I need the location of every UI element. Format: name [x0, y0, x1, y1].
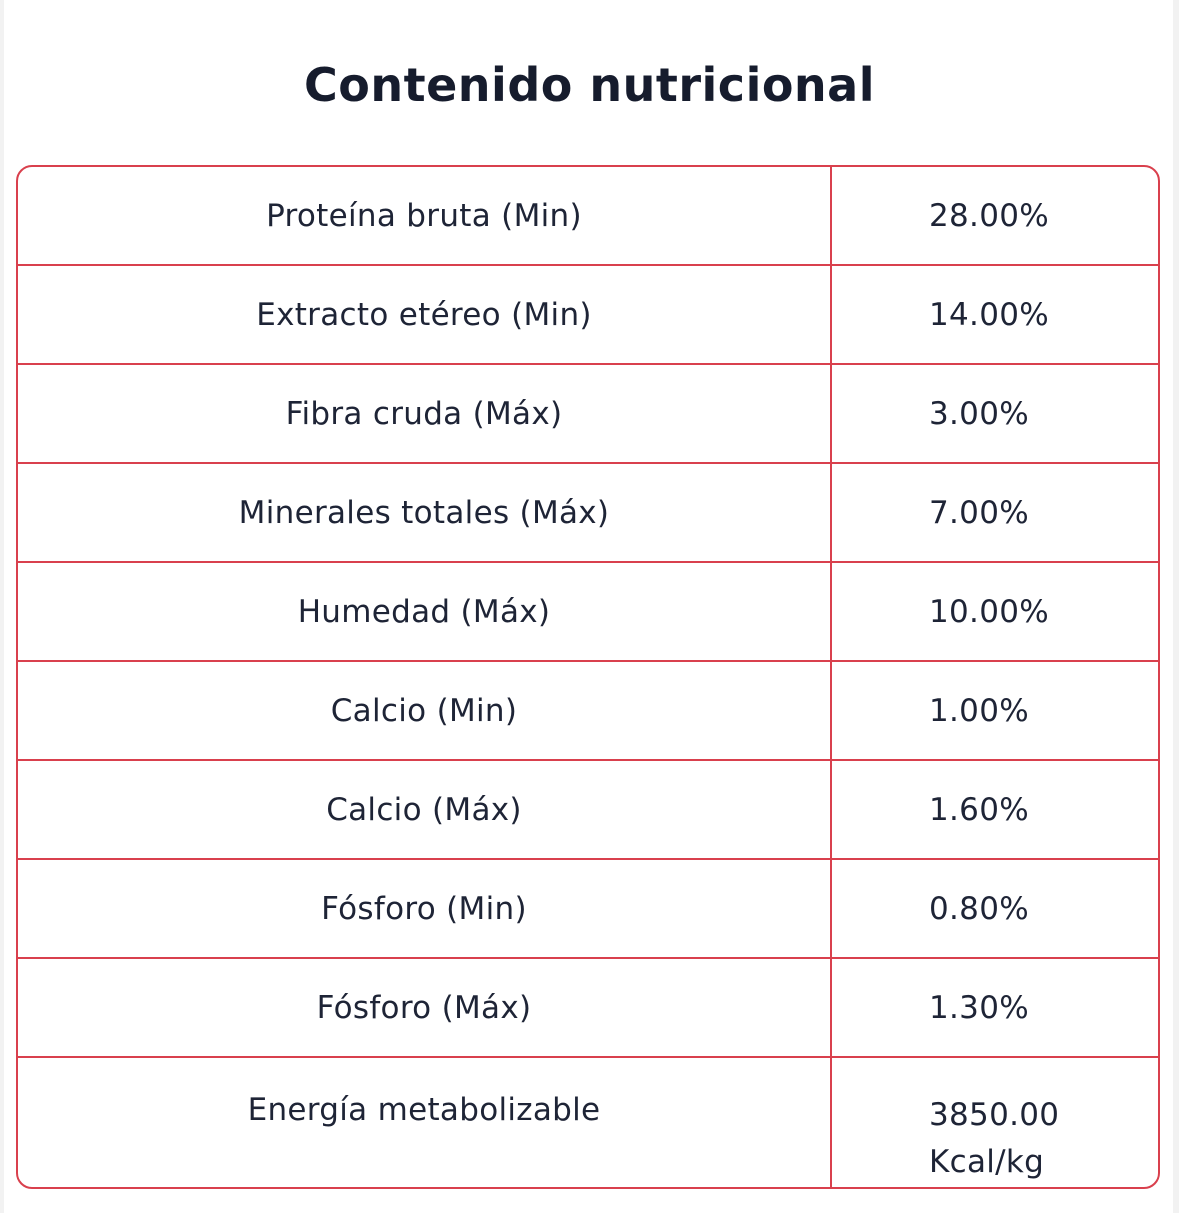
table-row: Energía metabolizable 3850.00 Kcal/kg [18, 1058, 1158, 1187]
nutrient-value: 0.80% [929, 890, 1029, 927]
nutrient-value: 7.00% [929, 494, 1029, 531]
right-edge-strip [1173, 0, 1179, 1213]
nutrient-value: 3850.00 Kcal/kg [832, 1058, 1158, 1187]
table-row: Proteína bruta (Min) 28.00% [18, 167, 1158, 266]
energy-value-number: 3850.00 [929, 1097, 1060, 1133]
table-row: Minerales totales (Máx) 7.00% [18, 464, 1158, 563]
table-row: Fósforo (Min) 0.80% [18, 860, 1158, 959]
nutrient-value: 10.00% [929, 593, 1050, 630]
nutrient-label: Fósforo (Máx) [18, 959, 832, 1056]
nutrient-label: Calcio (Máx) [18, 761, 832, 858]
nutrient-label: Fósforo (Min) [18, 860, 832, 957]
nutrient-value: 1.30% [929, 989, 1029, 1026]
nutrient-value: 3.00% [929, 395, 1029, 432]
nutrition-table: Proteína bruta (Min) 28.00% Extracto eté… [16, 165, 1160, 1189]
nutrient-label: Extracto etéreo (Min) [18, 266, 832, 363]
page-title: Contenido nutricional [304, 58, 875, 112]
nutrient-label: Fibra cruda (Máx) [18, 365, 832, 462]
nutrient-value: 1.00% [929, 692, 1029, 729]
table-row: Extracto etéreo (Min) 14.00% [18, 266, 1158, 365]
table-row: Humedad (Máx) 10.00% [18, 563, 1158, 662]
left-edge-strip [0, 0, 4, 1213]
nutrient-label: Minerales totales (Máx) [18, 464, 832, 561]
table-row: Fósforo (Máx) 1.30% [18, 959, 1158, 1058]
nutrient-label: Proteína bruta (Min) [18, 167, 832, 264]
nutrient-label: Humedad (Máx) [18, 563, 832, 660]
energy-value-unit: Kcal/kg [929, 1144, 1045, 1180]
table-row: Fibra cruda (Máx) 3.00% [18, 365, 1158, 464]
nutrient-value: 14.00% [929, 296, 1050, 333]
nutrient-value: 28.00% [929, 197, 1050, 234]
nutrient-label: Energía metabolizable [18, 1058, 832, 1187]
nutrient-value: 1.60% [929, 791, 1029, 828]
table-row: Calcio (Min) 1.00% [18, 662, 1158, 761]
table-row: Calcio (Máx) 1.60% [18, 761, 1158, 860]
nutrient-label: Calcio (Min) [18, 662, 832, 759]
